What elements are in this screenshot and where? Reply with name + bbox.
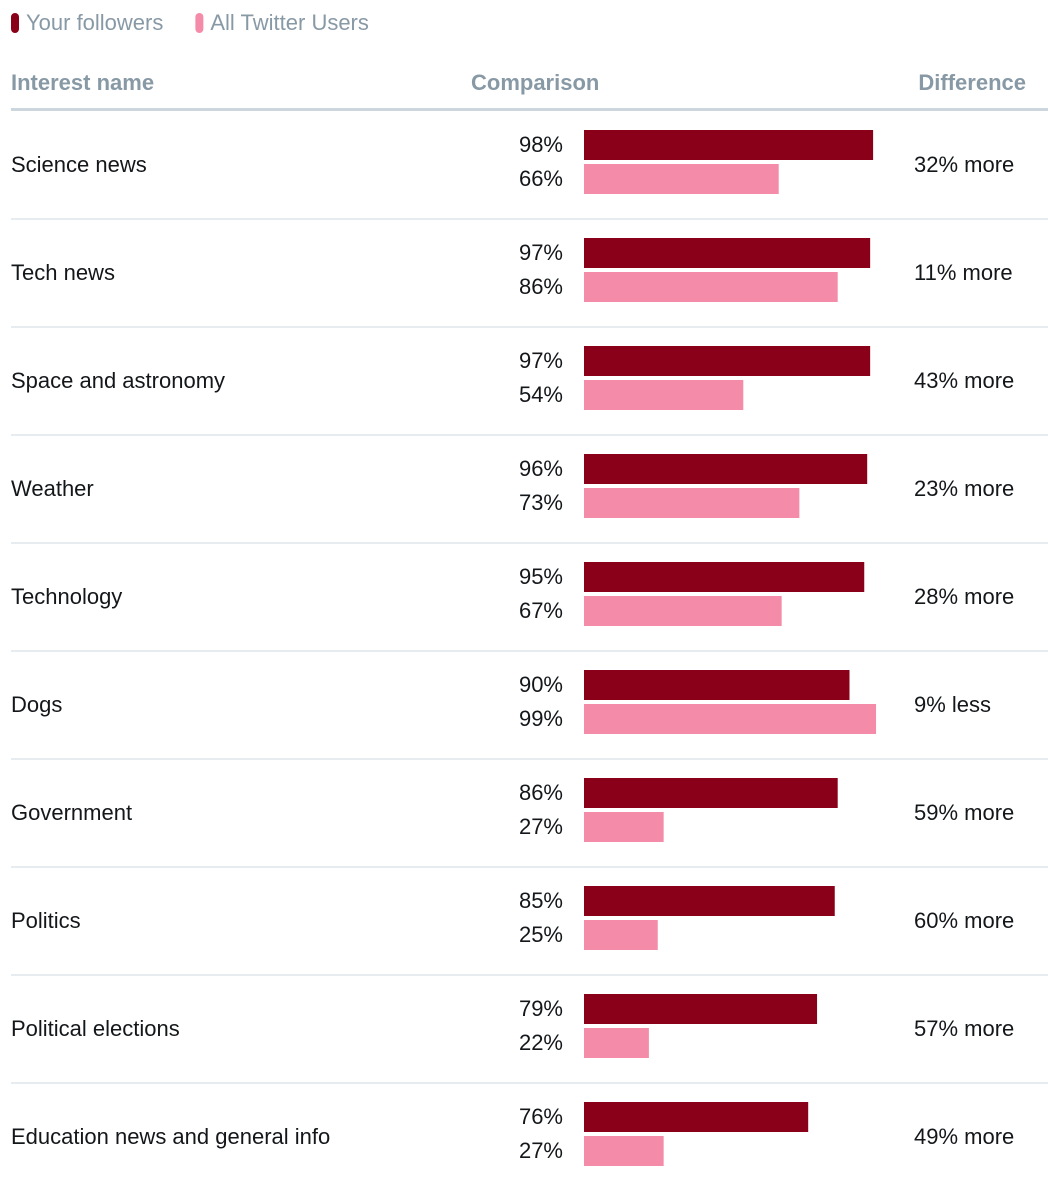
bar [584, 454, 868, 484]
interest-name: Political elections [11, 1016, 180, 1041]
bar [584, 704, 877, 734]
value-label: 76% [519, 1104, 563, 1129]
value-label: 98% [519, 132, 563, 157]
row-divider [11, 434, 1048, 436]
difference: 49% more [914, 1124, 1014, 1149]
difference: 57% more [914, 1016, 1014, 1041]
value-label: 86% [519, 780, 563, 805]
value-label: 99% [519, 706, 563, 731]
value-label: 22% [519, 1030, 563, 1055]
row-divider [11, 758, 1048, 760]
interest-name: Tech news [11, 260, 115, 285]
row-divider [11, 218, 1048, 220]
value-label: 97% [519, 240, 563, 265]
bar [584, 562, 865, 592]
value-label: 86% [519, 274, 563, 299]
value-label: 25% [519, 922, 563, 947]
value-label: 79% [519, 996, 563, 1021]
legend-label: All Twitter Users [210, 10, 369, 35]
value-label: 27% [519, 814, 563, 839]
bar [584, 812, 664, 842]
row-divider [11, 326, 1048, 328]
bar [584, 1028, 649, 1058]
bar [584, 238, 871, 268]
value-label: 95% [519, 564, 563, 589]
difference: 28% more [914, 584, 1014, 609]
row-divider [11, 542, 1048, 544]
row-divider [11, 866, 1048, 868]
value-label: 90% [519, 672, 563, 697]
value-label: 54% [519, 382, 563, 407]
row-divider [11, 1082, 1048, 1084]
column-header: Comparison [471, 70, 599, 95]
column-header: Difference [918, 70, 1026, 95]
bar [584, 488, 800, 518]
interest-name: Politics [11, 908, 81, 933]
interest-name: Technology [11, 584, 122, 609]
interest-name: Dogs [11, 692, 62, 717]
interest-name: Weather [11, 476, 94, 501]
difference: 59% more [914, 800, 1014, 825]
bar [584, 670, 850, 700]
bar [584, 994, 818, 1024]
bar [584, 778, 838, 808]
legend-swatch [11, 13, 19, 33]
bar [584, 164, 779, 194]
value-label: 85% [519, 888, 563, 913]
bar [584, 1136, 664, 1166]
bar [584, 596, 782, 626]
row-divider [11, 650, 1048, 652]
value-label: 27% [519, 1138, 563, 1163]
bar [584, 272, 838, 302]
row-divider [11, 974, 1048, 976]
bar [584, 1102, 809, 1132]
value-label: 73% [519, 490, 563, 515]
value-label: 97% [519, 348, 563, 373]
interest-name: Space and astronomy [11, 368, 225, 393]
value-label: 67% [519, 598, 563, 623]
difference: 11% more [914, 260, 1013, 285]
bar [584, 130, 874, 160]
interest-name: Government [11, 800, 132, 825]
value-label: 96% [519, 456, 563, 481]
bar [584, 380, 744, 410]
difference: 43% more [914, 368, 1014, 393]
interest-name: Science news [11, 152, 147, 177]
legend-swatch [195, 13, 204, 33]
value-label: 66% [519, 166, 563, 191]
difference: 60% more [914, 908, 1014, 933]
legend-label: Your followers [26, 10, 163, 35]
bar [584, 920, 658, 950]
difference: 23% more [914, 476, 1014, 501]
difference: 9% less [914, 692, 991, 717]
header-rule [11, 108, 1048, 111]
bar [584, 886, 835, 916]
difference: 32% more [914, 152, 1014, 177]
interest-name: Education news and general info [11, 1124, 330, 1149]
bar [584, 346, 871, 376]
column-header: Interest name [11, 70, 154, 95]
